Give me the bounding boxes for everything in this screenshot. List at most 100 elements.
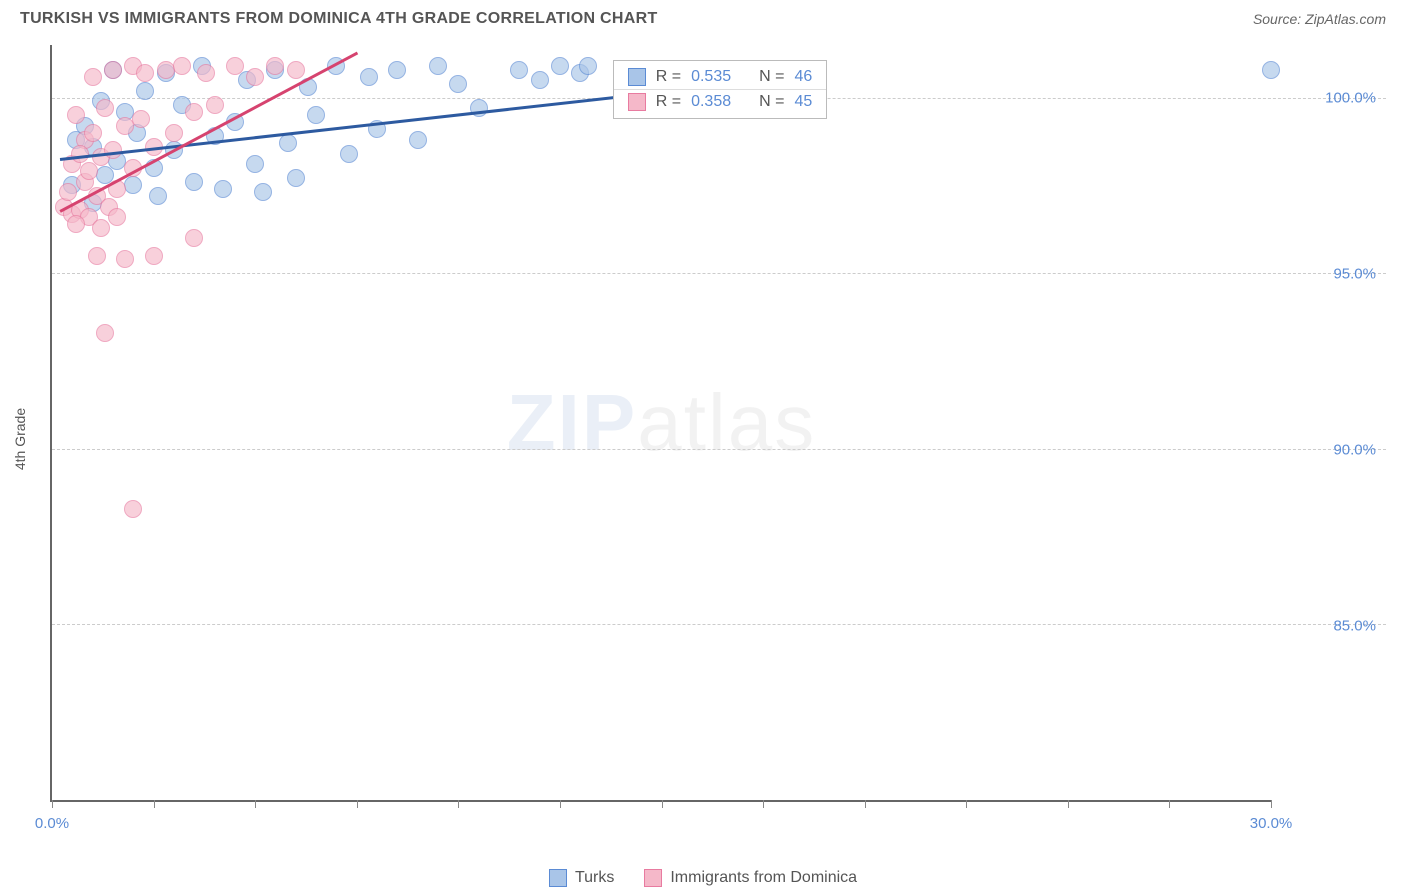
gridline	[52, 624, 1386, 625]
x-tick-mark	[255, 800, 256, 808]
data-point	[96, 324, 114, 342]
y-tick-label: 85.0%	[1271, 617, 1386, 634]
data-point	[510, 61, 528, 79]
x-tick-mark	[1068, 800, 1069, 808]
data-point	[307, 106, 325, 124]
data-point	[388, 61, 406, 79]
data-point	[96, 99, 114, 117]
data-point	[279, 134, 297, 152]
data-point	[149, 187, 167, 205]
x-tick-mark	[1169, 800, 1170, 808]
data-point	[254, 183, 272, 201]
data-point	[266, 57, 284, 75]
data-point	[157, 61, 175, 79]
data-point	[246, 155, 264, 173]
stat-n-value: 45	[794, 93, 812, 111]
data-point	[429, 57, 447, 75]
data-point	[88, 247, 106, 265]
data-point	[104, 61, 122, 79]
data-point	[531, 71, 549, 89]
data-point	[185, 173, 203, 191]
data-point	[470, 99, 488, 117]
data-point	[124, 500, 142, 518]
data-point	[185, 103, 203, 121]
data-point	[71, 145, 89, 163]
data-point	[165, 124, 183, 142]
data-point	[132, 110, 150, 128]
x-tick-label: 30.0%	[1250, 815, 1293, 832]
data-point	[124, 176, 142, 194]
y-axis-label: 4th Grade	[12, 407, 28, 469]
stats-row: R = 0.535 N = 46	[614, 65, 827, 89]
data-point	[92, 219, 110, 237]
legend: Turks Immigrants from Dominica	[0, 869, 1406, 887]
x-tick-mark	[560, 800, 561, 808]
legend-swatch	[644, 869, 662, 887]
chart-header: TURKISH VS IMMIGRANTS FROM DOMINICA 4TH …	[0, 0, 1406, 36]
stat-n-value: 46	[794, 68, 812, 86]
x-tick-mark	[458, 800, 459, 808]
x-tick-mark	[763, 800, 764, 808]
x-tick-mark	[52, 800, 53, 808]
x-tick-mark	[154, 800, 155, 808]
data-point	[173, 57, 191, 75]
data-point	[197, 64, 215, 82]
x-tick-label: 0.0%	[35, 815, 69, 832]
data-point	[108, 208, 126, 226]
legend-swatch	[549, 869, 567, 887]
data-point	[287, 61, 305, 79]
data-point	[80, 162, 98, 180]
data-point	[67, 215, 85, 233]
stats-row: R =0.358N =45	[614, 89, 827, 114]
data-point	[206, 96, 224, 114]
data-point	[116, 250, 134, 268]
watermark: ZIPatlas	[507, 377, 816, 469]
data-point	[136, 64, 154, 82]
data-point	[340, 145, 358, 163]
y-tick-label: 95.0%	[1271, 265, 1386, 282]
data-point	[409, 131, 427, 149]
data-point	[287, 169, 305, 187]
stat-r-value: 0.535	[691, 68, 731, 86]
y-tick-label: 100.0%	[1271, 89, 1386, 106]
chart-title: TURKISH VS IMMIGRANTS FROM DOMINICA 4TH …	[20, 10, 658, 28]
gridline	[52, 449, 1386, 450]
x-tick-mark	[865, 800, 866, 808]
data-point	[226, 57, 244, 75]
legend-label: Turks	[575, 869, 614, 887]
data-point	[214, 180, 232, 198]
x-tick-mark	[662, 800, 663, 808]
stats-box: R =0.535N =46R =0.358N =45	[613, 60, 828, 119]
legend-item: Turks	[549, 869, 614, 887]
data-point	[67, 106, 85, 124]
chart-area: 4th Grade ZIPatlas 0.0%30.0%R =0.535N =4…	[50, 45, 1386, 832]
plot-region: ZIPatlas 0.0%30.0%R =0.535N =46R =0.358N…	[50, 45, 1271, 802]
x-tick-mark	[357, 800, 358, 808]
data-point	[360, 68, 378, 86]
data-point	[246, 68, 264, 86]
gridline	[52, 273, 1386, 274]
data-point	[1262, 61, 1280, 79]
x-tick-mark	[1271, 800, 1272, 808]
data-point	[145, 247, 163, 265]
stat-r-value: 0.358	[691, 93, 731, 111]
watermark-zip: ZIP	[507, 378, 637, 467]
data-point	[579, 57, 597, 75]
legend-label: Immigrants from Dominica	[670, 869, 857, 887]
x-tick-mark	[966, 800, 967, 808]
data-point	[59, 183, 77, 201]
legend-swatch	[628, 68, 646, 86]
stat-n-label: N =	[759, 68, 784, 86]
y-tick-label: 90.0%	[1271, 441, 1386, 458]
stat-r-label: R =	[656, 93, 681, 111]
data-point	[551, 57, 569, 75]
data-point	[185, 229, 203, 247]
data-point	[84, 68, 102, 86]
legend-swatch	[628, 93, 646, 111]
stat-r-label: R =	[656, 68, 681, 86]
data-point	[84, 124, 102, 142]
watermark-atlas: atlas	[637, 378, 816, 467]
legend-item: Immigrants from Dominica	[644, 869, 857, 887]
data-point	[449, 75, 467, 93]
data-point	[136, 82, 154, 100]
